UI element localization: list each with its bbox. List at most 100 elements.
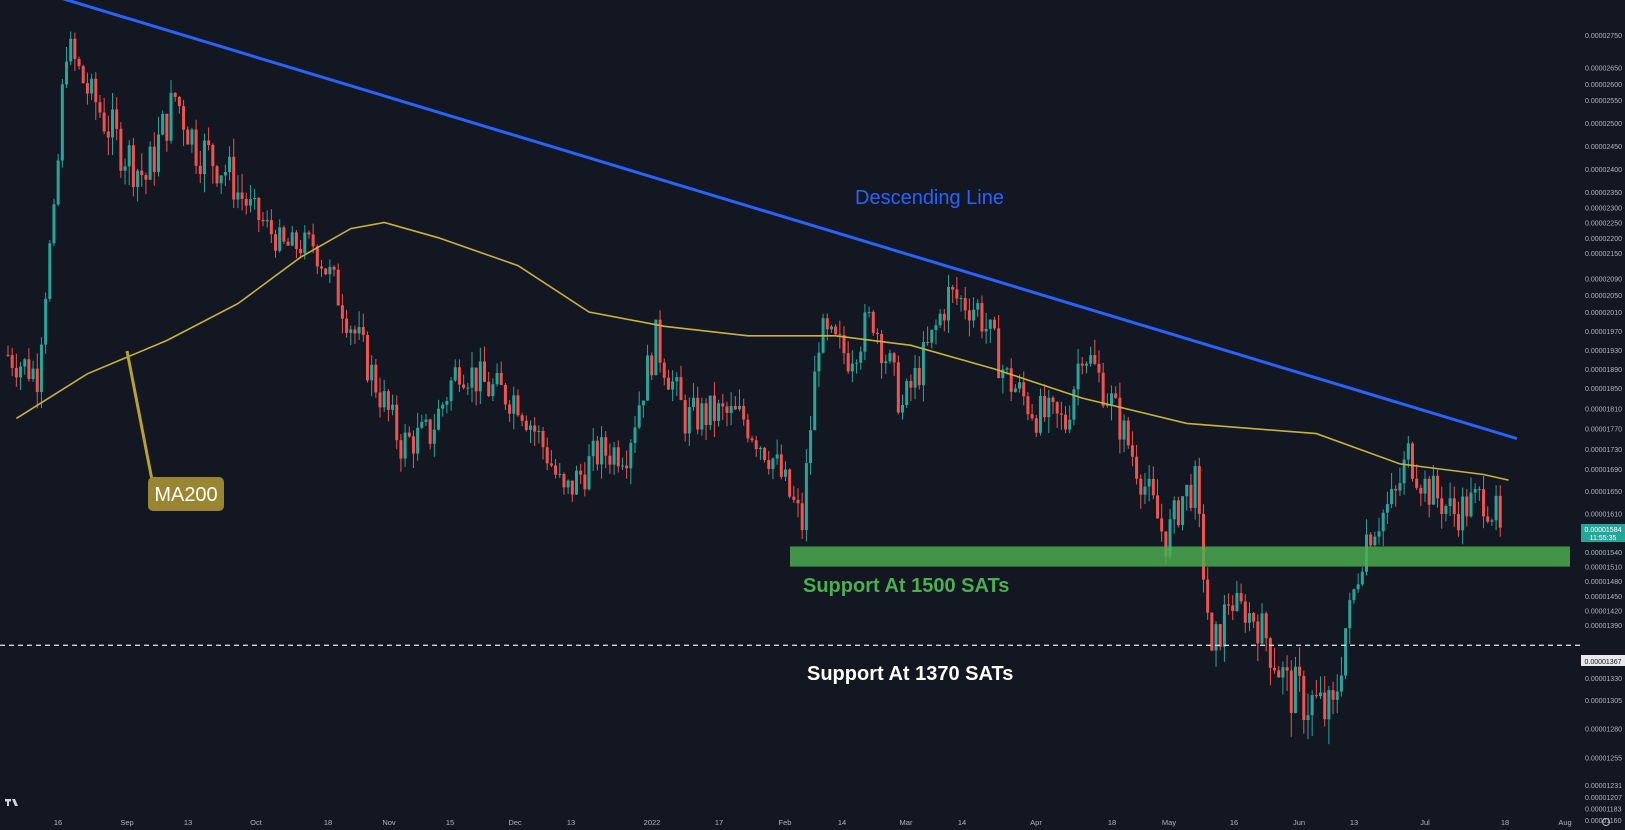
candle-body <box>1206 579 1210 613</box>
candle-body <box>541 431 545 448</box>
candle-body <box>1105 404 1109 406</box>
candle-body <box>859 351 863 363</box>
candle-body <box>1214 624 1218 651</box>
candle-body <box>1097 363 1101 373</box>
candle-body <box>186 129 190 145</box>
candle-body <box>336 269 340 306</box>
settings-icon[interactable] <box>1602 818 1610 826</box>
candle-body <box>608 455 612 465</box>
y-tick-label: 0.00001450 <box>1585 594 1622 601</box>
candle-body <box>1264 613 1268 639</box>
candle-body <box>587 456 591 490</box>
x-tick-label: 18 <box>1501 818 1509 827</box>
candle-body <box>299 248 303 254</box>
y-tick-label: 0.00001970 <box>1585 329 1622 336</box>
candle-body <box>1135 456 1139 479</box>
candle-body <box>1013 388 1017 392</box>
candle-body <box>503 384 507 405</box>
candle-body <box>846 353 850 372</box>
candle-body <box>729 405 733 413</box>
candle-body <box>1415 478 1419 488</box>
candle-body <box>620 465 624 467</box>
x-tick-label: Oct <box>250 818 263 827</box>
y-tick-label: 0.00001231 <box>1585 783 1622 790</box>
candle-body <box>1310 695 1314 716</box>
candle-body <box>152 146 156 172</box>
y-tick-label: 0.00002750 <box>1585 33 1622 40</box>
candle-body <box>742 405 746 420</box>
candle-body <box>658 319 662 363</box>
candle-body <box>875 332 879 334</box>
candle-body <box>671 381 675 390</box>
candle-body <box>612 447 616 465</box>
candle-body <box>1089 355 1093 364</box>
candle-body <box>198 165 202 175</box>
candle-body <box>800 503 804 531</box>
candle-body <box>750 438 754 441</box>
candle-body <box>804 463 808 531</box>
candle-body <box>1256 621 1260 644</box>
x-tick-label: Jun <box>1293 818 1305 827</box>
y-tick-label: 0.00001690 <box>1585 467 1622 474</box>
y-tick-label: 0.00002600 <box>1585 82 1622 89</box>
candle-body <box>274 234 278 251</box>
candle-body <box>1461 496 1465 531</box>
candle-body <box>1339 675 1343 692</box>
candle-body <box>1410 443 1414 479</box>
candle-body <box>48 243 52 299</box>
candle-body <box>265 220 269 222</box>
candle-body <box>637 405 641 428</box>
candle-body <box>491 384 495 397</box>
candle-body <box>696 397 700 430</box>
candle-body <box>1465 496 1469 517</box>
candle-body <box>340 305 344 319</box>
candle-body <box>967 310 971 321</box>
y-tick-label: 0.00002200 <box>1585 236 1622 243</box>
candle-body <box>65 61 69 85</box>
candle-body <box>884 361 888 364</box>
candle-body <box>675 377 679 382</box>
x-tick-label: 16 <box>54 818 62 827</box>
candle-body <box>616 447 620 467</box>
candle-body <box>278 227 282 251</box>
candle-body <box>1059 413 1063 415</box>
candle-body <box>1076 363 1080 390</box>
candle-body <box>850 363 854 372</box>
candle-body <box>783 469 787 477</box>
x-tick-label: Feb <box>779 818 792 827</box>
candle-body <box>1331 690 1335 700</box>
candle-body <box>1122 420 1126 440</box>
candle-body <box>1314 695 1318 697</box>
x-tick-label: 14 <box>838 818 846 827</box>
ma200-callout-label: MA200 <box>154 484 217 506</box>
x-tick-label: 16 <box>1230 818 1238 827</box>
current-price-value: 0.00001584 <box>1585 527 1622 534</box>
descending-trendline <box>62 0 1518 441</box>
candle-body <box>324 268 328 275</box>
candle-body <box>1469 492 1473 517</box>
candle-body <box>1402 459 1406 484</box>
candle-body <box>1222 604 1226 647</box>
candle-body <box>73 38 77 59</box>
candle-body <box>328 266 332 275</box>
candle-body <box>420 421 424 428</box>
candle-body <box>591 440 595 457</box>
x-tick-label: 13 <box>1350 818 1358 827</box>
candle-body <box>842 335 846 354</box>
candle-body <box>1444 505 1448 514</box>
candle-body <box>1440 498 1444 514</box>
candle-body <box>1494 495 1498 521</box>
candle-body <box>921 341 925 386</box>
candle-body <box>424 419 428 422</box>
candle-body <box>35 368 39 393</box>
candle-body <box>767 460 771 469</box>
candle-body <box>194 129 198 166</box>
candle-body <box>462 384 466 388</box>
candle-body <box>1306 715 1310 721</box>
y-tick-label: 0.00002250 <box>1585 221 1622 228</box>
candle-body <box>140 170 144 176</box>
candle-body <box>44 298 48 345</box>
candle-body <box>558 474 562 476</box>
candle-body <box>604 437 608 456</box>
candle-body <box>432 429 436 444</box>
